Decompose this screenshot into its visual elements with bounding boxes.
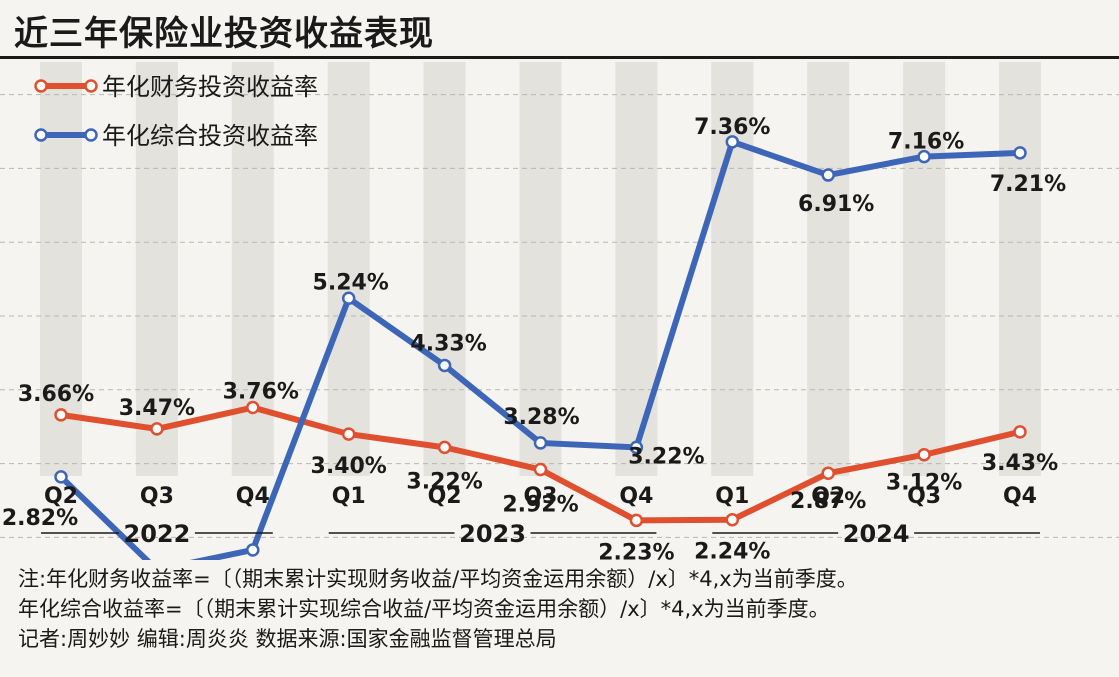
data-point (917, 447, 931, 462)
year-label: 2023 (459, 520, 526, 548)
x-tick-label: Q3 (523, 484, 557, 509)
column-band (423, 62, 466, 476)
data-point (629, 440, 644, 455)
data-label: 2.24% (694, 540, 770, 560)
data-point (341, 427, 356, 441)
data-point (725, 512, 740, 527)
year-label: 2024 (843, 520, 910, 548)
x-tick-label: Q1 (715, 484, 749, 509)
legend-label: 年化综合投资收益率 (102, 122, 318, 150)
gridlines (0, 94, 1119, 538)
x-tick-label: Q4 (236, 484, 270, 509)
x-tick-label: Q3 (907, 484, 941, 509)
x-tick-label: Q2 (811, 484, 845, 509)
data-point (150, 422, 164, 436)
data-point (54, 470, 68, 484)
data-label: 3.43% (982, 451, 1058, 476)
column-band (40, 62, 82, 476)
data-label: 3.66% (18, 382, 94, 407)
x-axis: Q2 Q3 Q4 Q1 Q2 Q3 Q4 Q1 Q2 Q3 Q4 2022 2023 2024 (41, 484, 1040, 548)
x-tick-label: Q4 (1003, 484, 1037, 509)
data-point (1013, 146, 1027, 160)
data-point (246, 543, 260, 557)
legend-swatch-point (84, 79, 98, 93)
data-point (629, 513, 644, 528)
note-financial-formula: 注:年化财务收益率=〔（期末累计实现财务收益/平均资金运用余额）/x〕*4,x为… (18, 567, 858, 591)
data-point (725, 135, 740, 149)
data-label: 2.82% (2, 506, 78, 531)
credits-source: 记者:周妙妙 编辑:周炎炎 数据来源:国家金融监督管理总局 (18, 627, 557, 651)
data-label: 7.21% (990, 172, 1066, 197)
data-label: 2.87% (790, 489, 866, 514)
data-point (341, 291, 356, 306)
data-label: 3.12% (886, 471, 962, 496)
data-label: 3.40% (311, 454, 387, 479)
title-divider (0, 56, 1119, 59)
data-point (1013, 425, 1027, 439)
column-band (135, 62, 178, 476)
data-labels: 3.66% 3.47% 3.76% 3.40% 3.22% 2.92% 2.23% 2.24%… (2, 115, 1066, 560)
data-points (54, 135, 1027, 557)
data-label: 7.36% (694, 115, 770, 140)
column-band (519, 62, 562, 476)
legend-swatch-point (84, 128, 98, 142)
chart: 3.66% 3.47% 3.76% 3.40% 3.22% 2.92% 2.23% 2.24%… (0, 62, 1119, 560)
data-label: 5.24% (313, 270, 389, 295)
data-point (917, 149, 931, 164)
column-band (327, 62, 370, 476)
data-point (437, 358, 452, 373)
data-point (821, 466, 835, 480)
data-point (533, 436, 548, 450)
data-point (533, 462, 548, 477)
data-label: 7.16% (888, 130, 964, 155)
data-label: 3.76% (223, 380, 299, 405)
data-label: 3.28% (503, 405, 579, 430)
legend-swatch-point (34, 79, 48, 93)
data-point (821, 168, 835, 182)
data-label: 3.22% (628, 444, 704, 469)
data-point (246, 400, 260, 415)
column-band (807, 62, 850, 476)
x-tick-label: Q1 (332, 484, 366, 509)
data-label: 4.33% (410, 331, 486, 356)
data-label: 3.22% (406, 469, 482, 494)
data-label: 2.23% (598, 540, 674, 560)
x-tick-label: Q4 (619, 484, 653, 509)
data-point (54, 408, 68, 422)
note-comprehensive-formula: 年化综合收益率=〔（期末累计实现综合收益/平均资金运用余额）/x〕*4,x为当前… (18, 597, 830, 621)
column-band (999, 62, 1041, 476)
column-band (903, 62, 946, 476)
data-label: 6.91% (798, 192, 874, 217)
x-tick-label: Q2 (44, 484, 78, 509)
data-label: 2.92% (502, 493, 578, 518)
legend-label: 年化财务投资收益率 (102, 73, 318, 101)
year-label: 2022 (124, 520, 191, 548)
data-point (437, 440, 452, 455)
x-tick-label: Q2 (428, 484, 462, 509)
chart-title: 近三年保险业投资收益表现 (14, 14, 434, 54)
column-band (615, 62, 658, 476)
column-band (711, 62, 754, 476)
data-label: 3.47% (119, 396, 195, 421)
legend-swatch-point (34, 128, 48, 142)
notes: 注:年化财务收益率=〔（期末累计实现财务收益/平均资金运用余额）/x〕*4,x为… (18, 564, 1113, 654)
x-tick-label: Q3 (140, 484, 174, 509)
